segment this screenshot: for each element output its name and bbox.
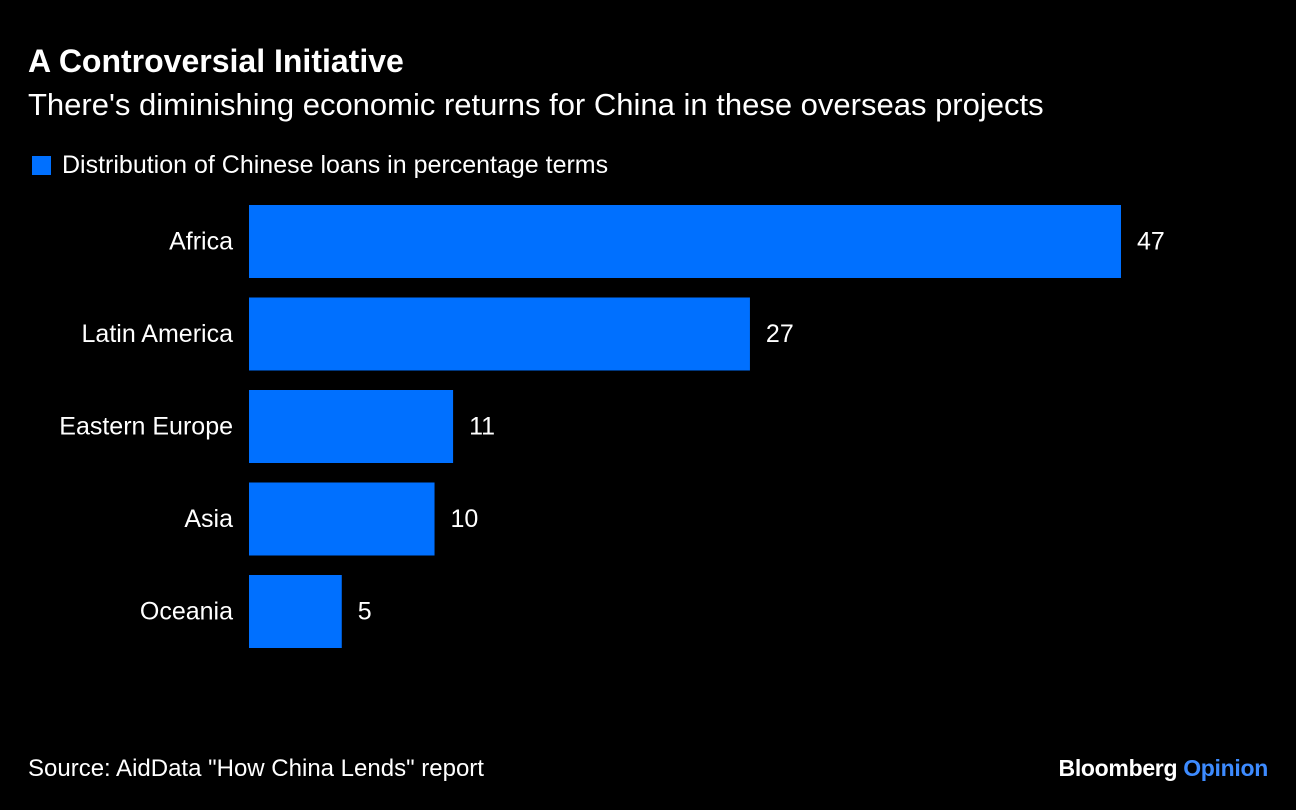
data-label: 11 — [469, 413, 495, 441]
logo-accent: Opinion — [1183, 755, 1268, 781]
chart-title: A Controversial Initiative — [28, 43, 404, 79]
legend-label: Distribution of Chinese loans in percent… — [62, 150, 609, 179]
legend-swatch — [32, 155, 51, 175]
data-label: 10 — [451, 505, 479, 533]
data-label: 47 — [1137, 228, 1165, 256]
category-label: Eastern Europe — [59, 413, 233, 441]
bar-eastern-europe — [249, 390, 454, 463]
chart-subtitle: There's diminishing economic returns for… — [28, 87, 1044, 122]
bar-oceania — [249, 575, 342, 648]
data-label: 27 — [766, 320, 794, 348]
logo-primary: Bloomberg — [1058, 755, 1178, 781]
bar-asia — [249, 482, 435, 556]
bloomberg-opinion-logo: Bloomberg Opinion — [1058, 752, 1269, 784]
category-label: Africa — [169, 228, 233, 256]
bar-latin-america — [249, 297, 750, 371]
category-label: Latin America — [82, 320, 234, 348]
bar-africa — [249, 205, 1121, 278]
data-label: 5 — [358, 598, 372, 626]
source-note: Source: AidData "How China Lends" report — [28, 755, 484, 782]
legend: Distribution of Chinese loans in percent… — [32, 148, 608, 182]
category-label: Asia — [184, 505, 233, 533]
category-label: Oceania — [140, 598, 233, 626]
